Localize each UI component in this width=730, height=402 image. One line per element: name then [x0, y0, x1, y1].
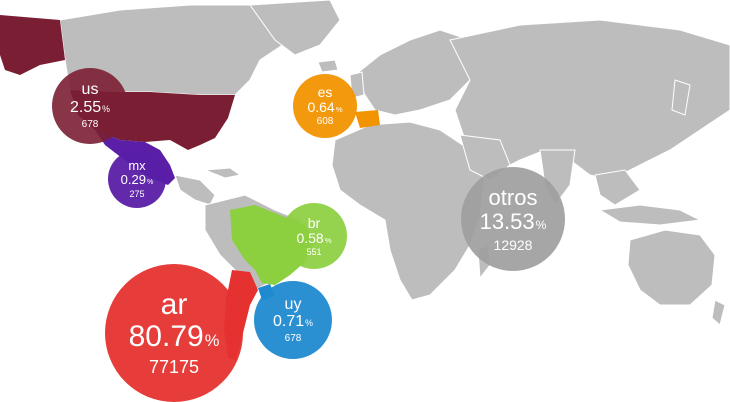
land-southeast-asia — [594, 169, 641, 206]
country-code-label: us — [81, 81, 99, 98]
count-label: 551 — [306, 246, 322, 257]
country-spain — [355, 110, 380, 128]
country-code-label: br — [307, 214, 321, 231]
land-central-america — [174, 174, 216, 206]
land-caribbean — [204, 167, 242, 179]
percent-label: 2.55% — [70, 99, 110, 116]
country-code-label: mx — [128, 158, 146, 174]
land-japan — [671, 79, 691, 116]
count-label: 275 — [129, 188, 145, 199]
bubble-es: es 0.64% 608 — [293, 74, 357, 138]
count-label: 678 — [81, 119, 99, 130]
percent-label: 13.53% — [479, 208, 547, 234]
percent-label: 0.58% — [296, 229, 332, 246]
land-europe — [354, 29, 471, 116]
bubble-uy: uy 0.71% 678 — [254, 281, 332, 359]
land-iceland — [317, 59, 339, 73]
country-alaska — [0, 15, 65, 75]
bubble-br: br 0.58% 551 — [281, 203, 347, 269]
count-label: 12928 — [493, 236, 533, 253]
percent-label: 80.79% — [128, 320, 220, 353]
land-new-zealand — [711, 299, 726, 326]
bubble-otros: otros 13.53% 12928 — [461, 167, 565, 271]
bubble-ar: ar 80.79% 77175 — [105, 264, 243, 402]
country-code-label: ar — [160, 288, 188, 321]
percent-label: 0.64% — [307, 99, 343, 115]
count-label: 678 — [284, 332, 302, 344]
country-code-label: es — [317, 84, 333, 100]
country-code-label: uy — [284, 295, 302, 313]
bubble-mx: mx 0.29% 275 — [108, 150, 166, 208]
land-greenland — [249, 0, 341, 56]
land-africa — [331, 121, 486, 301]
bubble-us: us 2.55% 678 — [52, 68, 128, 144]
count-label: 608 — [316, 116, 334, 127]
percent-label: 0.29% — [120, 172, 154, 188]
count-label: 77175 — [148, 357, 200, 377]
land-australia — [627, 229, 716, 306]
percent-label: 0.71% — [273, 312, 313, 330]
country-code-label: otros — [488, 184, 538, 210]
land-indonesia — [598, 204, 702, 226]
